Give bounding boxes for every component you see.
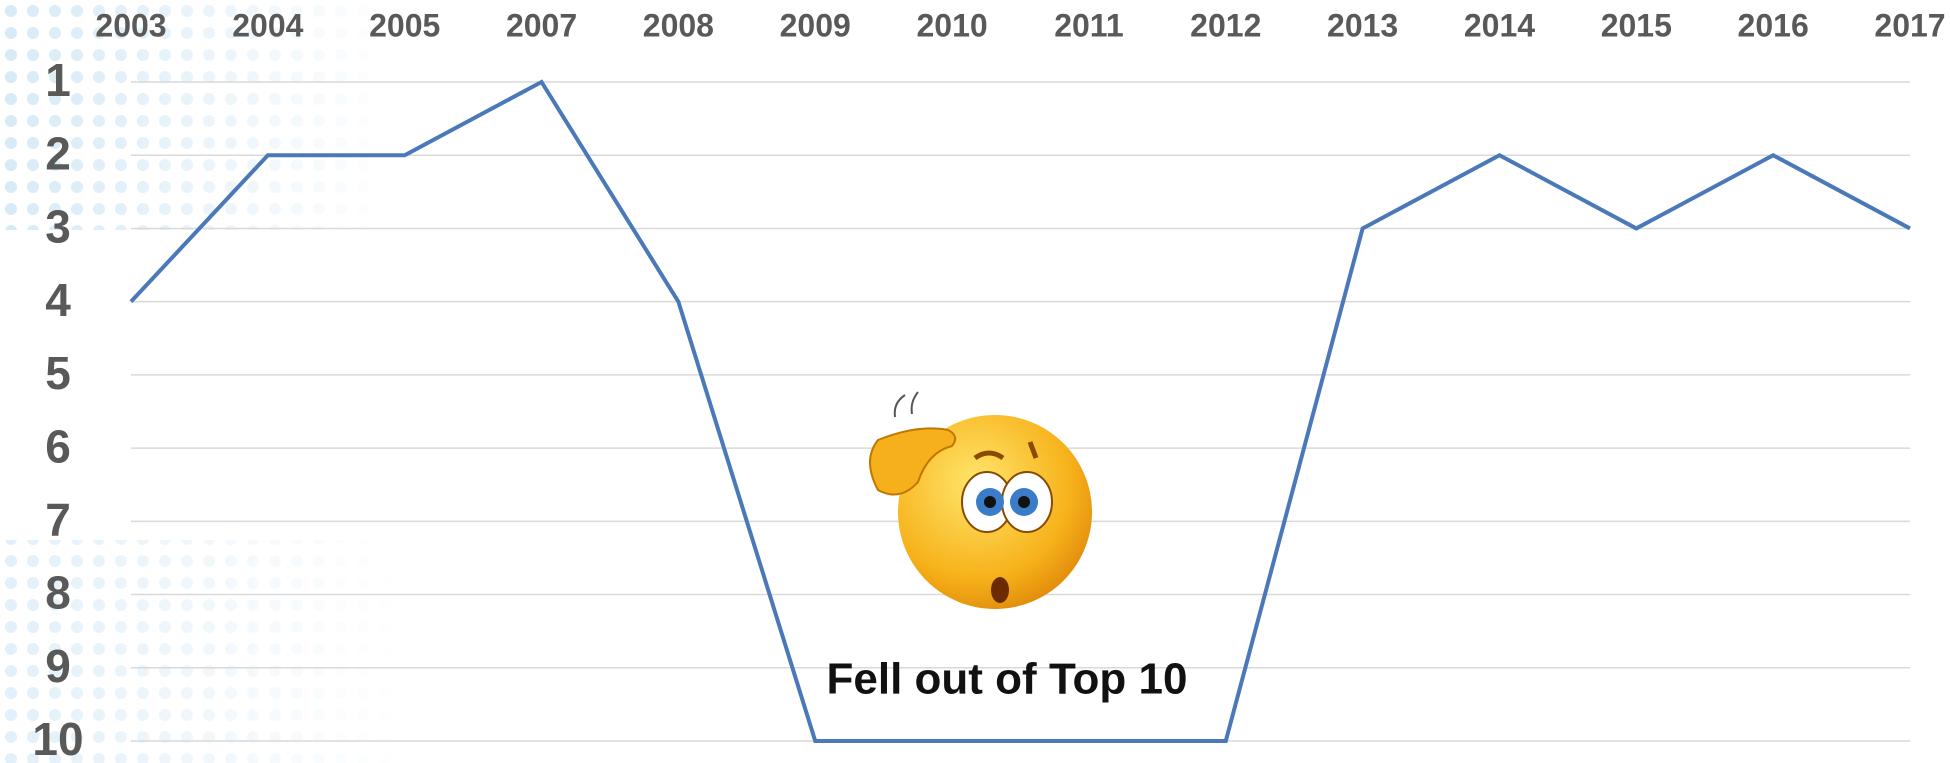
background-dots xyxy=(0,0,400,763)
y-tick-label: 2 xyxy=(45,127,71,179)
y-tick-label: 6 xyxy=(45,420,71,472)
annotation: Fell out of Top 10 xyxy=(827,655,1188,704)
x-tick-label: 2004 xyxy=(232,7,303,43)
y-tick-label: 5 xyxy=(45,347,71,399)
x-tick-label: 2007 xyxy=(506,7,577,43)
x-tick-label: 2014 xyxy=(1464,7,1535,43)
y-tick-label: 9 xyxy=(45,640,71,692)
line xyxy=(129,79,1911,743)
x-tick-label: 2016 xyxy=(1738,7,1809,43)
y-tick-label: 10 xyxy=(32,713,83,763)
y-tick-label: 3 xyxy=(45,201,71,253)
x-tick-label: 2003 xyxy=(95,7,166,43)
plot: 1 2 3 4 5 6 7 8 9 10 2003 2004 2005 2007 2008 2009 2010 2… xyxy=(32,7,1945,763)
x-tick-label: 2008 xyxy=(643,7,714,43)
x-tick-label: 2015 xyxy=(1601,7,1672,43)
y-tick-label: 8 xyxy=(45,567,71,619)
y-tick-label: 4 xyxy=(45,274,71,326)
x-tick-label: 2009 xyxy=(780,7,851,43)
x-tick-label: 2011 xyxy=(1054,7,1123,43)
x-tick-label: 2013 xyxy=(1327,7,1398,43)
x-tick-label: 2010 xyxy=(916,7,987,43)
confused-emoji xyxy=(869,391,1092,609)
x-tick-label: 2005 xyxy=(369,7,440,43)
x-tick-label: 2017 xyxy=(1874,7,1945,43)
x-tick-label: 2012 xyxy=(1190,7,1261,43)
y-tick-label: 1 xyxy=(45,54,71,106)
y-tick-label: 7 xyxy=(45,493,71,545)
